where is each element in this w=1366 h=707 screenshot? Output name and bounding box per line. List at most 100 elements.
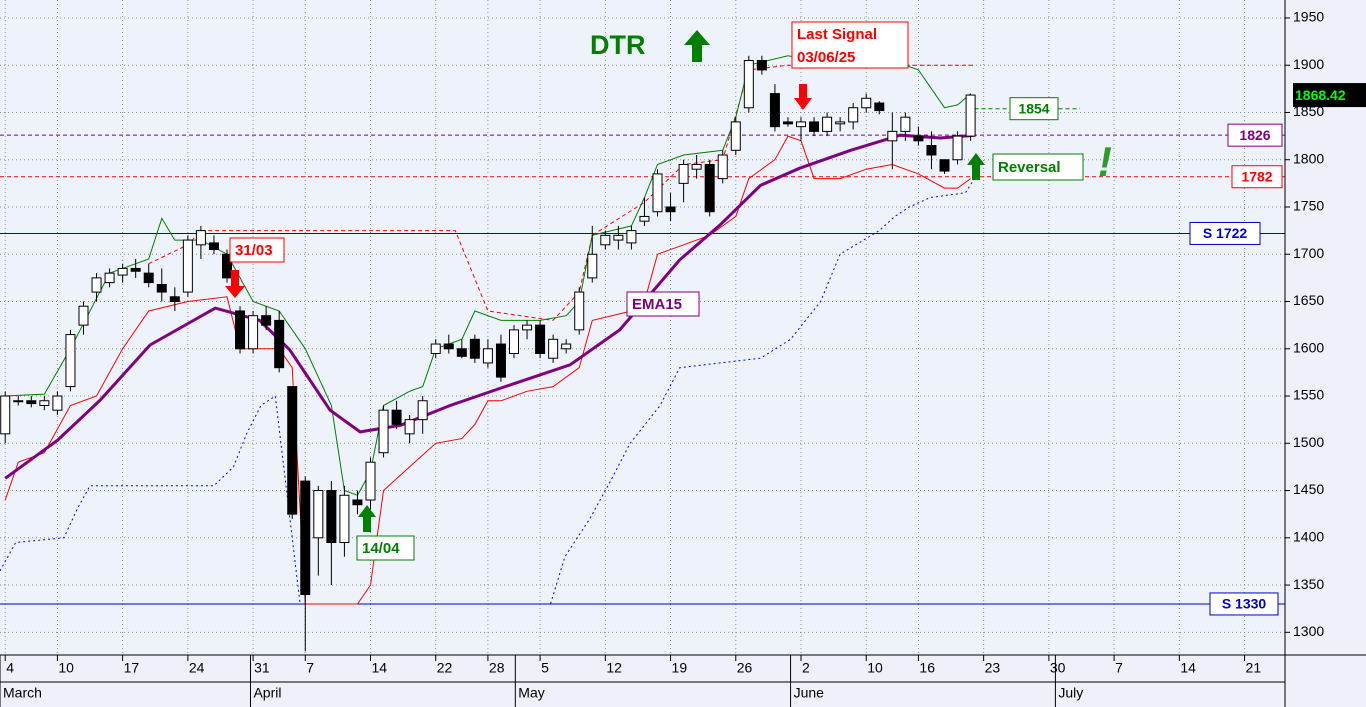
sell-date: 31/03 bbox=[235, 242, 273, 259]
month-label: March bbox=[3, 685, 42, 701]
x-tick-label: 2 bbox=[802, 660, 810, 676]
candle-body bbox=[352, 499, 363, 506]
candle-body bbox=[391, 409, 402, 425]
y-tick-label: 1750 bbox=[1293, 198, 1324, 214]
candle-body bbox=[691, 163, 702, 170]
annotations: DTR Last Signal 03/06/25 31/03 14/04 EMA… bbox=[225, 21, 1283, 616]
up-arrow bbox=[967, 153, 985, 180]
candle-body bbox=[143, 272, 154, 284]
ema-box bbox=[626, 291, 700, 317]
ema-label: EMA15 bbox=[632, 296, 682, 313]
x-tick-label: 7 bbox=[1115, 660, 1123, 676]
up-arrow bbox=[684, 30, 710, 62]
candle-body bbox=[365, 461, 376, 501]
candle-body bbox=[769, 93, 780, 128]
last-price-box bbox=[1293, 83, 1366, 108]
signal-label: Last Signal bbox=[797, 26, 877, 43]
level-box bbox=[1231, 165, 1283, 189]
candle-body bbox=[509, 329, 519, 354]
candle-body bbox=[417, 400, 428, 421]
candle-body bbox=[756, 59, 767, 71]
sell-box bbox=[229, 237, 285, 263]
overlay-line bbox=[4, 133, 975, 480]
candle-body bbox=[730, 121, 741, 151]
level-box bbox=[1209, 592, 1279, 616]
candle-body bbox=[339, 494, 350, 544]
y-tick-label: 1800 bbox=[1293, 150, 1324, 166]
candle-body bbox=[600, 234, 611, 246]
candle-body bbox=[117, 267, 128, 276]
level-box bbox=[1009, 97, 1059, 121]
candle-body bbox=[678, 163, 689, 184]
up-arrow bbox=[358, 505, 376, 532]
candle-body bbox=[522, 324, 533, 331]
candle-body bbox=[456, 348, 467, 357]
y-tick-label: 1850 bbox=[1293, 103, 1324, 119]
level-box bbox=[1189, 221, 1261, 245]
candle-body bbox=[574, 291, 585, 331]
buy-box bbox=[356, 535, 415, 561]
candle-body bbox=[169, 296, 180, 303]
candle-body bbox=[65, 334, 76, 388]
exclaim: ! bbox=[1098, 138, 1112, 185]
candle-body bbox=[717, 154, 728, 180]
x-tick-label: 23 bbox=[985, 660, 1001, 676]
x-tick-label: 4 bbox=[6, 660, 14, 676]
candle-body bbox=[548, 338, 559, 359]
candle-body bbox=[326, 490, 337, 544]
candle-body bbox=[796, 121, 807, 128]
x-tick-label: 7 bbox=[306, 660, 314, 676]
plot-area bbox=[0, 0, 1285, 655]
candle-body bbox=[900, 116, 911, 132]
candle-body bbox=[587, 253, 598, 279]
signal-date: 03/06/25 bbox=[797, 49, 855, 66]
x-tick-label: 21 bbox=[1246, 660, 1262, 676]
y-tick-label: 1650 bbox=[1293, 292, 1324, 308]
plot bbox=[0, 0, 1285, 655]
x-tick-label: 14 bbox=[1180, 660, 1196, 676]
month-label: April bbox=[253, 685, 281, 701]
candle-body bbox=[430, 343, 441, 354]
x-tick-label: 16 bbox=[919, 660, 935, 676]
overlay-line bbox=[0, 178, 975, 605]
candle-body bbox=[861, 97, 872, 109]
x-tick-label: 10 bbox=[58, 660, 74, 676]
candle-body bbox=[443, 343, 454, 350]
candle-body bbox=[822, 116, 833, 132]
x-tick-label: 17 bbox=[124, 660, 140, 676]
x-tick-label: 24 bbox=[189, 660, 205, 676]
candle-body bbox=[613, 234, 624, 241]
candle-body bbox=[300, 480, 311, 596]
y-tick-label: 1700 bbox=[1293, 245, 1324, 261]
month-label: May bbox=[518, 685, 544, 701]
candle-body bbox=[469, 338, 480, 359]
month-label: July bbox=[1058, 685, 1083, 701]
dtr-label: DTR bbox=[590, 30, 646, 60]
y-tick-label: 1900 bbox=[1293, 56, 1324, 72]
candle-body bbox=[235, 310, 246, 350]
y-tick-label: 1300 bbox=[1293, 623, 1324, 639]
x-tick-label: 30 bbox=[1050, 660, 1066, 676]
buy-date: 14/04 bbox=[362, 540, 400, 557]
candle-body bbox=[561, 343, 572, 350]
candle-body bbox=[874, 102, 885, 112]
candle-body bbox=[248, 315, 259, 350]
level-label: 1782 bbox=[1241, 168, 1272, 184]
candle-body bbox=[208, 242, 219, 251]
candle-body bbox=[378, 409, 389, 454]
candle-body bbox=[926, 145, 937, 156]
candle-body bbox=[639, 215, 650, 222]
candle-body bbox=[91, 277, 102, 293]
candle-body bbox=[130, 267, 141, 272]
x-tick-label: 10 bbox=[867, 660, 883, 676]
level-label: 1826 bbox=[1239, 127, 1270, 143]
reversal-label: Reversal bbox=[998, 159, 1061, 176]
level-box bbox=[1227, 123, 1283, 147]
level-label: 1854 bbox=[1018, 100, 1049, 116]
level-label: S 1722 bbox=[1203, 225, 1248, 241]
candle-body bbox=[743, 59, 754, 109]
reversal-box bbox=[992, 153, 1084, 181]
candle-body bbox=[848, 107, 859, 123]
candle-body bbox=[482, 348, 493, 364]
